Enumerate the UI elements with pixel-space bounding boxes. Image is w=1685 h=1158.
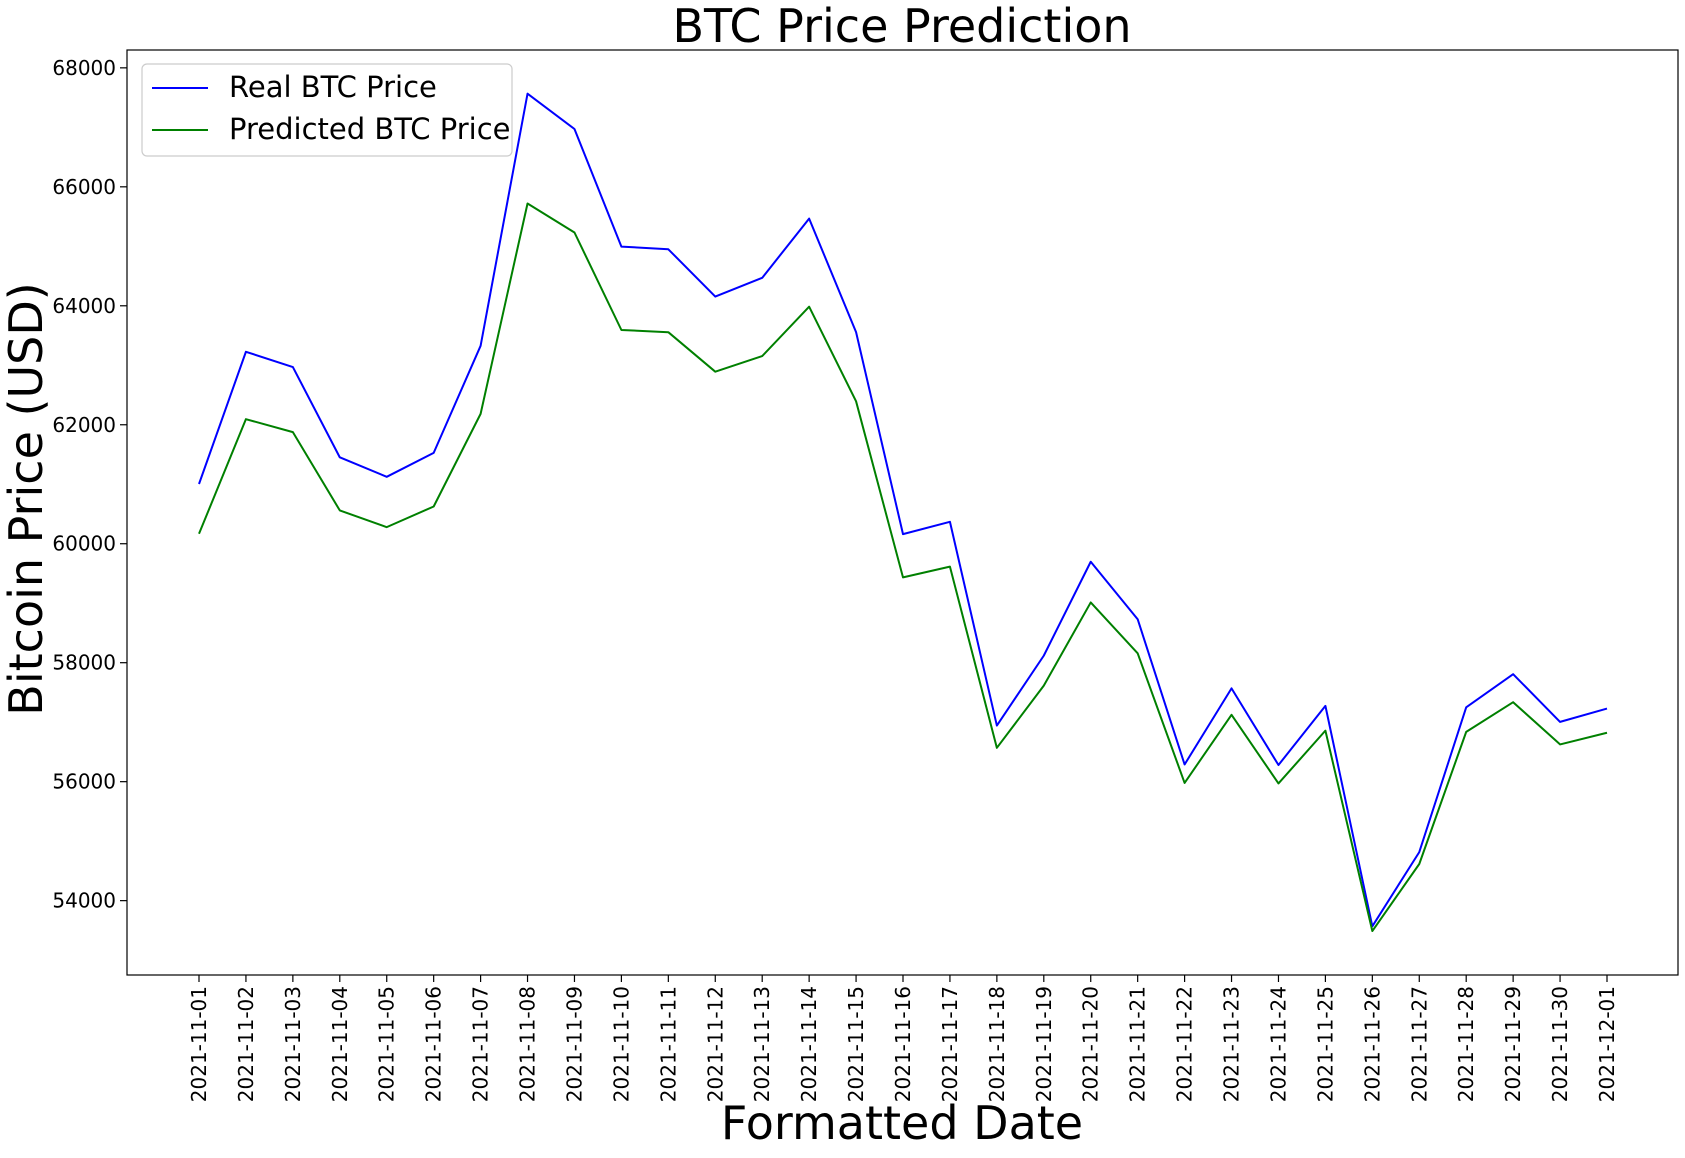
legend-label: Predicted BTC Price bbox=[229, 112, 510, 146]
x-tick-label: 2021-11-10 bbox=[609, 986, 633, 1102]
x-tick-label: 2021-11-20 bbox=[1079, 986, 1103, 1102]
x-tick-label: 2021-11-22 bbox=[1173, 986, 1197, 1102]
x-tick-label: 2021-12-01 bbox=[1595, 986, 1619, 1102]
y-tick-label: 62000 bbox=[52, 413, 116, 437]
series-line-real bbox=[198, 92, 1608, 928]
x-tick-label: 2021-11-30 bbox=[1548, 986, 1572, 1102]
x-tick-label: 2021-11-17 bbox=[938, 986, 962, 1102]
x-tick-label: 2021-11-01 bbox=[187, 986, 211, 1102]
x-tick-label: 2021-11-15 bbox=[844, 986, 868, 1102]
x-axis-label: Formatted Date bbox=[721, 1096, 1083, 1150]
x-tick-label: 2021-11-06 bbox=[422, 986, 446, 1102]
y-tick-label: 68000 bbox=[52, 56, 116, 80]
x-tick-label: 2021-11-08 bbox=[516, 986, 540, 1102]
legend-label: Real BTC Price bbox=[229, 70, 437, 104]
x-tick-label: 2021-11-03 bbox=[281, 986, 305, 1102]
x-tick-label: 2021-11-18 bbox=[985, 986, 1009, 1102]
x-tick-label: 2021-11-05 bbox=[375, 986, 399, 1102]
y-tick-label: 54000 bbox=[52, 889, 116, 913]
x-tick-label: 2021-11-13 bbox=[750, 986, 774, 1102]
legend: Real BTC Price Predicted BTC Price bbox=[141, 63, 513, 157]
y-tick-label: 56000 bbox=[52, 770, 116, 794]
legend-box bbox=[141, 63, 513, 157]
plot-frame bbox=[126, 49, 1679, 976]
x-tick-label: 2021-11-09 bbox=[562, 986, 586, 1102]
y-tick-label: 66000 bbox=[52, 175, 116, 199]
y-tick-label: 58000 bbox=[52, 651, 116, 675]
x-tick-label: 2021-11-25 bbox=[1313, 986, 1337, 1102]
x-tick-label: 2021-11-07 bbox=[469, 986, 493, 1102]
x-tick-label: 2021-11-26 bbox=[1360, 986, 1384, 1102]
series-layer bbox=[198, 92, 1608, 933]
x-tick-label: 2021-11-02 bbox=[234, 986, 258, 1102]
x-tick-label: 2021-11-29 bbox=[1501, 986, 1525, 1102]
x-tick-label: 2021-11-16 bbox=[891, 986, 915, 1102]
y-tick-label: 60000 bbox=[52, 532, 116, 556]
x-tick-label: 2021-11-04 bbox=[328, 986, 352, 1102]
series-line-predicted bbox=[198, 202, 1608, 933]
y-tick-label: 64000 bbox=[52, 294, 116, 318]
ticks-layer: 54000 56000 58000 60000 62000 64000 66000 68000… bbox=[52, 56, 1619, 1102]
y-axis-label: Bitcoin Price (USD) bbox=[0, 282, 53, 715]
chart-title: BTC Price Prediction bbox=[672, 0, 1131, 53]
x-tick-label: 2021-11-14 bbox=[797, 986, 821, 1102]
x-tick-label: 2021-11-28 bbox=[1454, 986, 1478, 1102]
x-tick-label: 2021-11-24 bbox=[1266, 986, 1290, 1102]
x-tick-label: 2021-11-11 bbox=[656, 986, 680, 1102]
x-tick-label: 2021-11-23 bbox=[1220, 986, 1244, 1102]
x-tick-label: 2021-11-12 bbox=[703, 986, 727, 1102]
x-tick-label: 2021-11-19 bbox=[1032, 986, 1056, 1102]
x-tick-label: 2021-11-27 bbox=[1407, 986, 1431, 1102]
x-tick-label: 2021-11-21 bbox=[1126, 986, 1150, 1102]
